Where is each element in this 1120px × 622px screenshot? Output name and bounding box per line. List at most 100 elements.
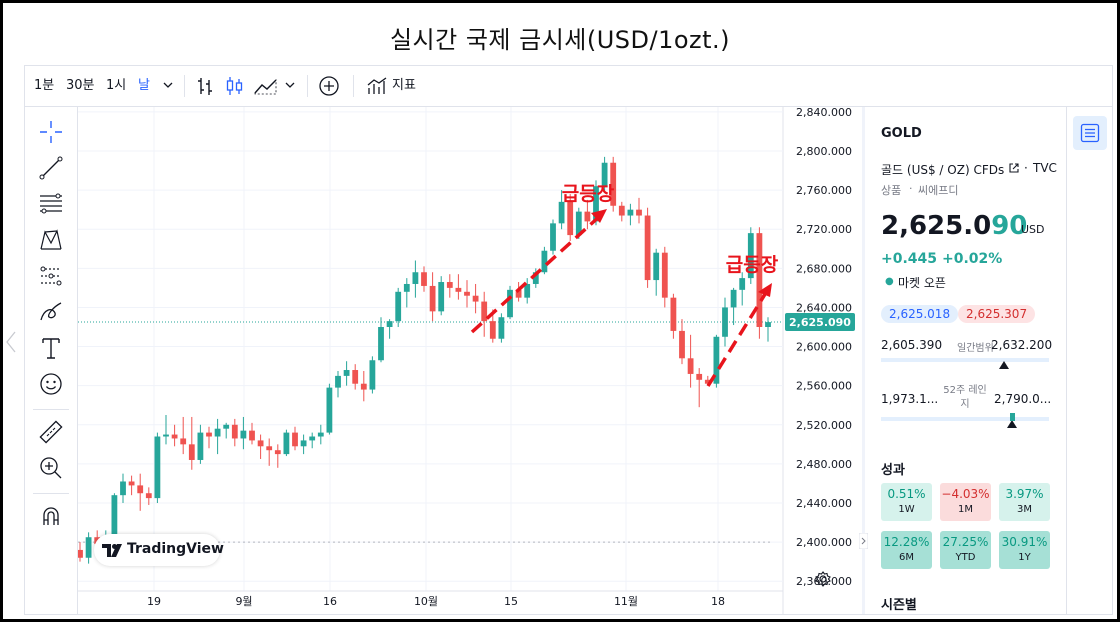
candle-body xyxy=(85,537,92,558)
52-week-label: 52주 레인지 xyxy=(943,385,987,410)
candle-body xyxy=(532,272,539,284)
symbol-type: 상품 xyxy=(881,184,902,197)
candle xyxy=(386,319,393,339)
candle-body xyxy=(627,209,634,216)
brush-icon[interactable] xyxy=(38,299,64,325)
surge-arrow-1 xyxy=(470,213,603,334)
candle xyxy=(670,293,677,339)
52-week-current-tick xyxy=(1010,413,1016,421)
candle xyxy=(231,418,238,447)
external-link-icon[interactable] xyxy=(1008,162,1020,174)
candle-body xyxy=(524,283,531,298)
ruler-icon[interactable] xyxy=(38,419,64,445)
candle xyxy=(524,278,531,304)
candle-body xyxy=(343,370,350,376)
compare-add-icon[interactable] xyxy=(318,75,340,99)
candle xyxy=(300,434,307,455)
candle-body xyxy=(696,373,703,380)
day-range-marker-icon xyxy=(998,361,1009,369)
symbol-exchange: TVC xyxy=(1033,161,1057,175)
performance-cell-1w[interactable]: 0.51% 1W xyxy=(881,483,932,521)
candle-body xyxy=(730,289,737,308)
interval-1h-button[interactable]: 1시 xyxy=(106,78,127,93)
52-week-high: 2,790.0... xyxy=(994,392,1052,406)
y-tick-label: 2,640.000 xyxy=(796,301,852,314)
performance-cell-1m[interactable]: −4.03% 1M xyxy=(940,483,991,521)
chart-type-dropdown-chevron-icon[interactable] xyxy=(284,75,296,99)
last-price-digits: 90 xyxy=(991,211,1028,241)
candlestick-chart[interactable]: 2,360.0002,400.0002,440.0002,480.0002,52… xyxy=(77,106,861,614)
candle xyxy=(739,272,746,306)
candle-body xyxy=(369,360,376,390)
surge-annotation-1: 급등장 xyxy=(562,183,615,205)
ask-price: 2,625.307 xyxy=(958,305,1036,323)
performance-cell-1y[interactable]: 30.91% 1Y xyxy=(999,531,1050,569)
performance-period: 1W xyxy=(898,504,915,515)
y-tick-label: 2,440.000 xyxy=(796,497,852,510)
emoji-icon[interactable] xyxy=(38,371,64,397)
x-tick-label: 19 xyxy=(147,595,161,608)
candle-body xyxy=(515,289,522,298)
candle xyxy=(438,276,445,316)
candle xyxy=(756,227,763,339)
text-tool-icon[interactable] xyxy=(38,335,64,361)
carousel-prev-chevron-icon[interactable] xyxy=(5,330,17,358)
candle-body xyxy=(206,432,212,437)
y-tick-label: 2,480.000 xyxy=(796,458,852,471)
candle-body xyxy=(317,432,324,437)
performance-period: YTD xyxy=(955,552,976,563)
day-range-low: 2,605.390 xyxy=(881,338,943,352)
interval-day-button[interactable]: 날 xyxy=(138,78,150,93)
candles-chart-type-icon[interactable] xyxy=(224,75,246,99)
candle-body xyxy=(713,336,720,384)
interval-1m-button[interactable]: 1분 xyxy=(34,78,55,93)
candle xyxy=(421,266,427,292)
candle-body xyxy=(309,436,316,441)
candle xyxy=(77,542,83,562)
pattern-icon[interactable] xyxy=(38,227,64,253)
indicators-icon[interactable] xyxy=(366,75,388,99)
symbol-ticker[interactable]: GOLD xyxy=(881,126,922,141)
x-tick-label: 11월 xyxy=(614,595,638,608)
watchlist-button[interactable] xyxy=(1073,116,1107,150)
page-title: 실시간 국제 금시세(USD/1ozt.) xyxy=(389,26,731,54)
performance-cell-6m[interactable]: 12.28% 6M xyxy=(881,531,932,569)
surge-annotation-2: 급등장 xyxy=(726,254,779,276)
tradingview-wordmark: TradingView xyxy=(127,541,224,557)
performance-cell-3m[interactable]: 3.97% 3M xyxy=(999,483,1050,521)
candle-body xyxy=(240,430,247,439)
performance-period: 1M xyxy=(958,504,973,515)
trend-line-icon[interactable] xyxy=(38,155,64,181)
fib-retracement-icon[interactable] xyxy=(38,191,64,217)
current-price-badge xyxy=(785,313,855,332)
tradingview-watermark[interactable]: TradingView xyxy=(94,534,224,566)
candle xyxy=(507,285,513,320)
panel-divider[interactable] xyxy=(859,107,868,614)
52-week-bar xyxy=(881,417,1049,421)
candle xyxy=(696,368,703,408)
area-chart-type-icon[interactable] xyxy=(253,75,279,99)
candle xyxy=(532,268,539,288)
day-range-label: 일간범위 xyxy=(957,343,994,354)
performance-value: 30.91% xyxy=(1001,535,1048,549)
candle-body xyxy=(558,201,565,224)
candle-body xyxy=(214,428,221,437)
price-chart[interactable]: 2,360.000 2,400.000 2,440.000 2,480.000 2,52… xyxy=(77,106,861,614)
chart-settings-gear-icon[interactable] xyxy=(815,571,831,591)
performance-cell-ytd[interactable]: 27.25% YTD xyxy=(940,531,991,569)
interval-dropdown-chevron-icon[interactable] xyxy=(162,75,174,99)
x-tick-label: 16 xyxy=(323,595,337,608)
magnet-icon[interactable] xyxy=(38,503,64,529)
price-change-percent: +0.02% xyxy=(942,251,1003,267)
interval-30m-button[interactable]: 30분 xyxy=(66,78,95,93)
surge-arrow-2-head xyxy=(758,283,772,297)
collapse-panel-chevron-icon[interactable] xyxy=(859,533,868,549)
zoom-in-icon[interactable] xyxy=(38,455,64,481)
crosshair-icon[interactable] xyxy=(38,119,64,145)
forecast-icon[interactable] xyxy=(38,263,64,289)
day-range-high: 2,632.200 xyxy=(991,338,1053,352)
indicators-button[interactable]: 지표 xyxy=(392,78,416,93)
bars-chart-type-icon[interactable] xyxy=(195,75,215,99)
candle xyxy=(249,422,255,445)
candle-body xyxy=(550,223,556,251)
